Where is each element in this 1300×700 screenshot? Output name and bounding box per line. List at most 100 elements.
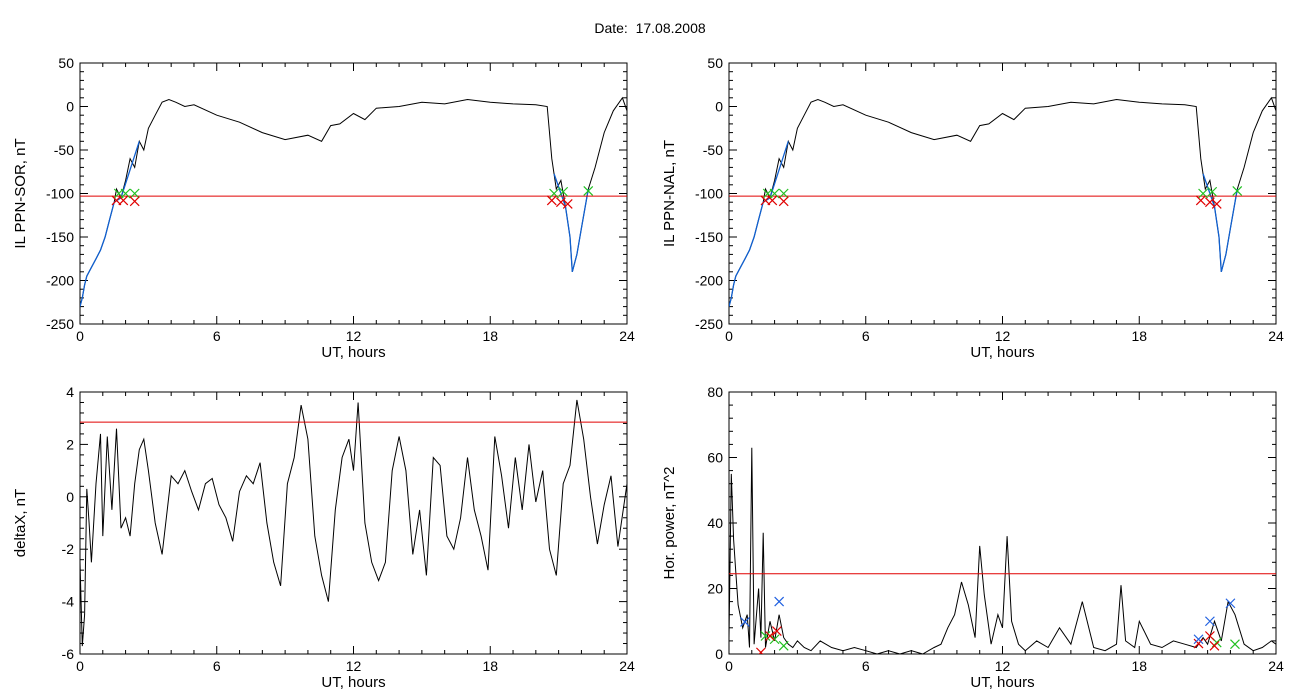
event-marker-red [1204,631,1215,641]
event-marker-red [771,626,782,636]
x-axis-label: UT, hours [321,674,385,691]
y-tick-label: 0 [715,99,723,115]
event-marker-green [769,634,780,645]
y-tick-label: 2 [66,436,74,452]
event-marker-red [778,196,789,207]
x-tick-label: 24 [619,328,635,344]
series-line [80,399,627,647]
x-tick-label: 6 [862,328,870,344]
plot-area [80,399,627,647]
event-marker-red [1195,195,1206,206]
plot-frame [79,391,628,655]
x-tick-label: 6 [213,658,221,674]
y-tick-label: 4 [66,384,74,400]
event-marker-red [562,199,573,209]
x-tick-label: 12 [346,328,362,344]
x-tick-label: 0 [76,658,84,674]
event-marker-blue [1204,616,1215,627]
y-axis-label: Hor. power, nT^2 [661,467,678,580]
x-tick-label: 0 [725,658,733,674]
event-marker-green [120,188,131,199]
panel-il-nal: 0 6 12 18 24 -250 -200 -150 -100 -50 0 50 UT, hours I… [661,55,1284,361]
y-tick-label: -250 [46,316,74,332]
x-axis-label: UT, hours [321,344,385,361]
plot-frame [728,391,1277,655]
event-marker-red [555,197,566,208]
event-marker-red [118,195,129,206]
panel-horizontal-power: 0 6 12 18 24 0 20 40 60 80 UT, hours Hor. power, nT… [661,384,1284,691]
event-marker-green [769,188,780,199]
event-marker-red [767,195,778,206]
y-tick-label: -100 [695,186,723,202]
y-axis-label: IL PPN-SOR, nT [12,138,29,248]
x-tick-label: 12 [346,658,362,674]
event-marker-red [765,631,775,641]
y-tick-label: 50 [707,55,723,71]
panel-il-sor: 0 6 12 18 24 -250 -200 -150 -100 -50 0 50 UT, hours I… [12,55,635,361]
series-line [729,96,1276,307]
plot-area [729,447,1276,654]
y-tick-label: -100 [46,186,74,202]
y-tick-label: -4 [62,594,75,610]
x-tick-label: 24 [619,658,635,674]
event-marker-green [129,188,140,199]
x-tick-label: 0 [725,328,733,344]
plot-area [80,96,627,307]
y-axis-label: IL PPN-NAL, nT [661,140,678,247]
y-tick-label: 20 [707,581,723,597]
x-tick-label: 6 [213,328,221,344]
y-tick-label: 40 [707,515,723,531]
event-marker-green [549,188,559,199]
event-marker-blue [774,596,785,607]
y-tick-label: -50 [54,142,74,158]
event-marker-red [1193,638,1204,649]
y-tick-label: 0 [66,489,74,505]
y-tick-label: -150 [695,229,723,245]
y-tick-label: 50 [58,55,74,71]
y-tick-label: -200 [46,273,74,289]
event-marker-green [1230,639,1240,650]
x-tick-label: 18 [482,658,498,674]
y-tick-label: 60 [707,450,723,466]
event-marker-red [1211,199,1222,209]
y-tick-label: 80 [707,384,723,400]
y-tick-label: -2 [62,541,75,557]
event-marker-red [1204,197,1215,208]
event-marker-green [760,631,771,641]
event-marker-green [583,185,594,196]
below-threshold-segment [729,141,789,307]
y-tick-label: -6 [62,646,75,662]
y-axis-label: deltaX, nT [12,489,29,557]
event-marker-green [1198,188,1208,199]
y-tick-label: -250 [695,316,723,332]
x-tick-label: 24 [1268,328,1284,344]
x-axis-label: UT, hours [970,344,1034,361]
event-marker-red [546,195,557,206]
event-marker-red [755,647,766,654]
y-tick-label: -150 [46,229,74,245]
event-marker-green [778,188,789,199]
plot-area [729,96,1276,307]
x-axis-label: UT, hours [970,674,1034,691]
below-threshold-segment [80,141,140,307]
x-tick-label: 6 [862,658,870,674]
event-marker-green [558,186,569,197]
event-marker-blue [740,616,750,627]
y-tick-label: -200 [695,273,723,289]
x-tick-label: 12 [995,328,1011,344]
event-marker-green [778,640,789,651]
event-marker-green [1232,185,1243,196]
x-tick-label: 0 [76,328,84,344]
series-line [80,96,627,307]
event-marker-blue [1193,634,1204,645]
x-tick-label: 18 [1131,328,1147,344]
event-marker-blue [1225,598,1236,609]
x-tick-label: 18 [1131,658,1147,674]
x-tick-label: 24 [1268,658,1284,674]
y-tick-label: 0 [715,646,723,662]
event-marker-green [1207,186,1218,197]
page-title: Date: 17.08.2008 [594,20,706,36]
event-marker-red [129,196,140,207]
